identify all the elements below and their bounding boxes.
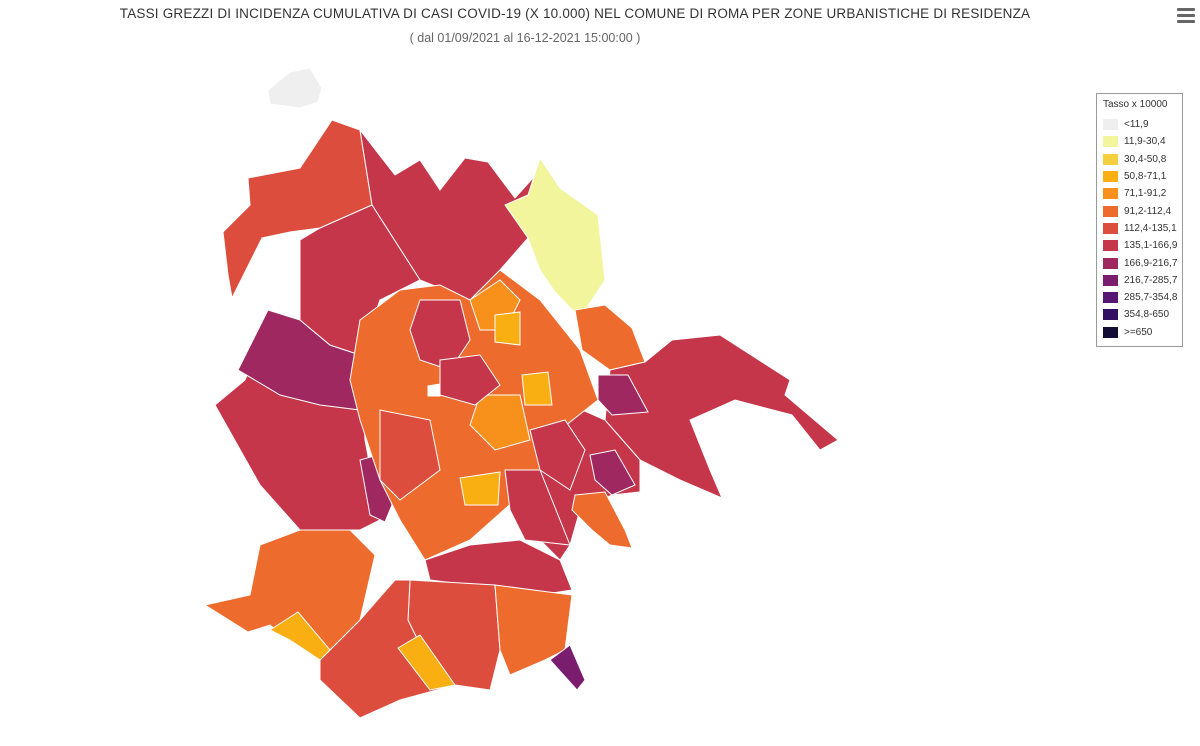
map-zone-south-3[interactable]	[494, 584, 573, 676]
legend-title: Tasso x 10000	[1103, 99, 1168, 110]
legend-swatch	[1103, 326, 1118, 338]
map-zone-south-purple-tip[interactable]	[549, 644, 586, 691]
menu-bar-line	[1177, 14, 1195, 17]
legend-label: 11,9-30,4	[1124, 136, 1166, 148]
legend-swatch	[1103, 240, 1118, 252]
map-zone-east-purple[interactable]	[597, 374, 649, 416]
legend-item[interactable]: 50,8-71,1	[1103, 168, 1179, 185]
map-zone-center-east-orange[interactable]	[469, 394, 531, 451]
legend-items: <11,9 11,9-30,4 30,4-50,8 50,8-71,1 71,1-91,…	[1103, 116, 1179, 341]
legend-label: <11,9	[1124, 119, 1149, 131]
legend-item[interactable]: 166,9-216,7	[1103, 254, 1179, 271]
map-zone-northeast[interactable]	[504, 156, 606, 319]
map-zone-southeast-orange[interactable]	[571, 491, 633, 549]
legend-item[interactable]: 135,1-166,9	[1103, 237, 1179, 254]
legend-label: >=650	[1124, 326, 1153, 338]
map-zone-southeast-purple[interactable]	[589, 449, 636, 496]
map-zone-enclave-northwest[interactable]	[267, 67, 323, 109]
legend-swatch	[1103, 309, 1118, 321]
legend-swatch	[1103, 153, 1118, 165]
chart-title: TASSI GREZZI DI INCIDENZA CUMULATIVA DI …	[119, 6, 1031, 21]
legend-swatch	[1103, 119, 1118, 131]
map-zone-center-south-yellow[interactable]	[459, 471, 501, 506]
map-zone-northwest-large[interactable]	[222, 119, 373, 300]
map-zone-north[interactable]	[359, 129, 541, 301]
legend-label: 216,7-285,7	[1124, 274, 1178, 286]
map-zone-southwest-2[interactable]	[397, 634, 456, 691]
legend-swatch	[1103, 136, 1118, 148]
legend-item[interactable]: 30,4-50,8	[1103, 151, 1179, 168]
legend-label: 112,4-135,1	[1124, 222, 1177, 234]
legend-label: 285,7-354,8	[1124, 292, 1178, 304]
menu-bar-line	[1177, 20, 1195, 23]
legend-swatch	[1103, 274, 1118, 286]
legend-item[interactable]: >=650	[1103, 324, 1179, 341]
map-zone-coast-yellow[interactable]	[268, 611, 331, 661]
legend-item[interactable]: 91,2-112,4	[1103, 202, 1179, 219]
legend-label: 135,1-166,9	[1124, 240, 1178, 252]
map-zone-east-north[interactable]	[574, 304, 646, 371]
legend: Tasso x 10000 <11,9 11,9-30,4 30,4-50,8 50,…	[1096, 93, 1183, 347]
legend-swatch	[1103, 292, 1118, 304]
legend-item[interactable]: 285,7-354,8	[1103, 289, 1179, 306]
legend-item[interactable]: <11,9	[1103, 116, 1179, 133]
map-zone-center-west[interactable]	[379, 409, 441, 501]
legend-swatch	[1103, 222, 1118, 234]
legend-swatch	[1103, 171, 1118, 183]
legend-label: 354,8-650	[1124, 309, 1170, 321]
map-zone-coast-southwest[interactable]	[203, 529, 376, 661]
map-zone-center-south[interactable]	[504, 469, 571, 546]
legend-item[interactable]: 112,4-135,1	[1103, 220, 1179, 237]
legend-swatch	[1103, 205, 1118, 217]
map-zone-east[interactable]	[604, 334, 839, 499]
legend-label: 91,2-112,4	[1124, 205, 1172, 217]
map-zone-center-yellow-2[interactable]	[521, 371, 553, 406]
map-zone-center-southeast[interactable]	[529, 419, 586, 491]
legend-item[interactable]: 71,1-91,2	[1103, 185, 1179, 202]
menu-bar-line	[1177, 8, 1195, 11]
legend-label: 71,1-91,2	[1124, 188, 1167, 200]
legend-label: 166,9-216,7	[1124, 257, 1178, 269]
legend-label: 30,4-50,8	[1124, 153, 1167, 165]
legend-item[interactable]: 216,7-285,7	[1103, 272, 1179, 289]
map-zone-center-yellow-1[interactable]	[494, 311, 521, 346]
legend-label: 50,8-71,1	[1124, 171, 1167, 183]
map-zone-west-north[interactable]	[299, 204, 421, 356]
hamburger-menu-icon[interactable]	[1176, 8, 1196, 26]
legend-item[interactable]: 354,8-650	[1103, 306, 1179, 323]
legend-item[interactable]: 11,9-30,4	[1103, 133, 1179, 150]
chart-subtitle: ( dal 01/09/2021 al 16-12-2021 15:00:00 …	[409, 31, 641, 45]
legend-swatch	[1103, 188, 1118, 200]
map-zone-enclave-vatican	[427, 383, 441, 397]
legend-swatch	[1103, 257, 1118, 269]
